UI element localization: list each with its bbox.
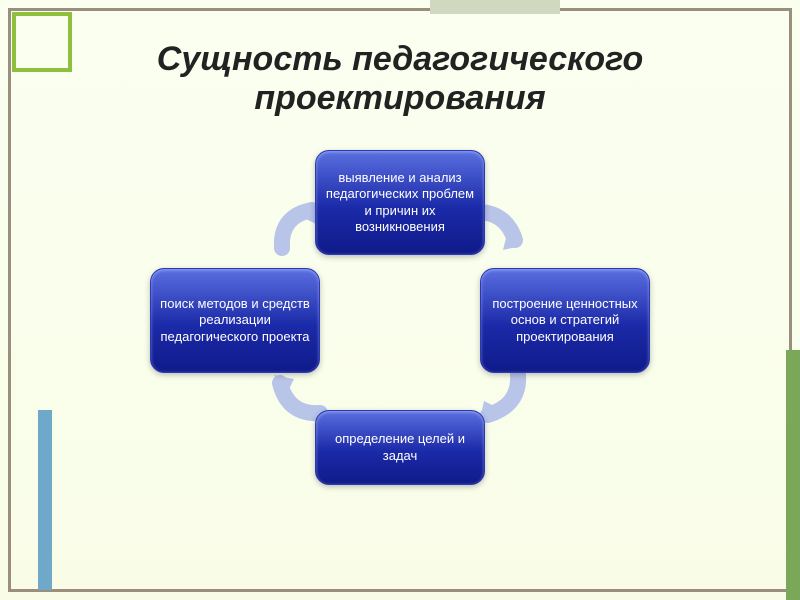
frame-left bbox=[8, 8, 11, 592]
accent-left-bar bbox=[38, 410, 52, 590]
cycle-node-top: выявление и анализ педагогических пробле… bbox=[315, 150, 485, 255]
node-label: построение ценностных основ и стратегий … bbox=[489, 296, 641, 345]
node-label: определение целей и задач bbox=[324, 431, 476, 464]
corner-accent bbox=[12, 12, 72, 72]
node-label: выявление и анализ педагогических пробле… bbox=[324, 170, 476, 235]
cycle-node-left: поиск методов и средств реализации педаг… bbox=[150, 268, 320, 373]
cycle-node-bottom: определение целей и задач bbox=[315, 410, 485, 485]
page-title: Сущность педагогического проектирования bbox=[90, 40, 710, 118]
cycle-diagram: выявление и анализ педагогических пробле… bbox=[140, 150, 660, 565]
frame-top bbox=[8, 8, 792, 11]
frame-bottom bbox=[8, 589, 792, 592]
accent-top-bar bbox=[430, 0, 560, 14]
cycle-node-right: построение ценностных основ и стратегий … bbox=[480, 268, 650, 373]
accent-right-bar bbox=[786, 350, 800, 600]
node-label: поиск методов и средств реализации педаг… bbox=[159, 296, 311, 345]
